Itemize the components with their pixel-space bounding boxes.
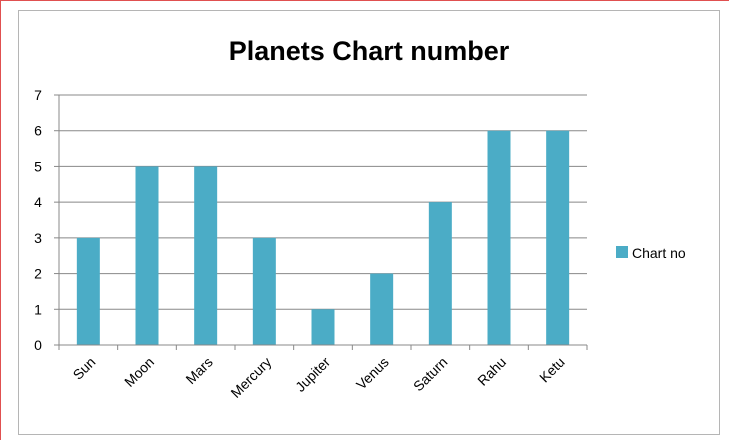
y-tick-label: 7 [34,87,42,103]
bar [546,130,570,345]
chart-area [18,10,720,435]
bar [194,166,218,345]
legend-swatch [616,246,628,258]
x-tick-label: Venus [353,354,392,393]
x-tick-label: Rahu [474,354,509,389]
bar [135,166,159,345]
legend: Chart no [616,245,686,261]
bar [76,237,100,345]
x-tick-label: Mercury [227,354,274,401]
x-tick-label: Jupiter [292,354,333,395]
bar [487,130,511,345]
y-axis: 0 1 2 3 4 5 6 7 [34,87,60,353]
legend-label: Chart no [632,245,686,261]
x-axis: Sun Moon Mars Mercury Jupiter Venus Saturn Rahu… [58,344,588,401]
y-tick-label: 0 [34,337,42,353]
y-tick-label: 6 [34,123,42,139]
bars [76,130,570,345]
page-frame-top [0,0,729,1]
x-tick-label: Ketu [536,354,568,386]
x-tick-label: Moon [121,354,157,390]
y-tick-label: 4 [34,194,42,210]
y-tick-label: 3 [34,230,42,246]
bar [252,237,276,345]
x-tick-label: Sun [70,354,99,383]
y-tick-label: 1 [34,301,42,317]
x-tick-label: Mars [182,354,215,387]
x-tick-label: Saturn [410,354,450,394]
bar [311,309,335,345]
y-tick-label: 2 [34,266,42,282]
bar [428,202,452,345]
chart-title: Planets Chart number [229,36,510,66]
y-tick-label: 5 [34,158,42,174]
page-frame-left [0,0,1,440]
bar [370,273,394,345]
